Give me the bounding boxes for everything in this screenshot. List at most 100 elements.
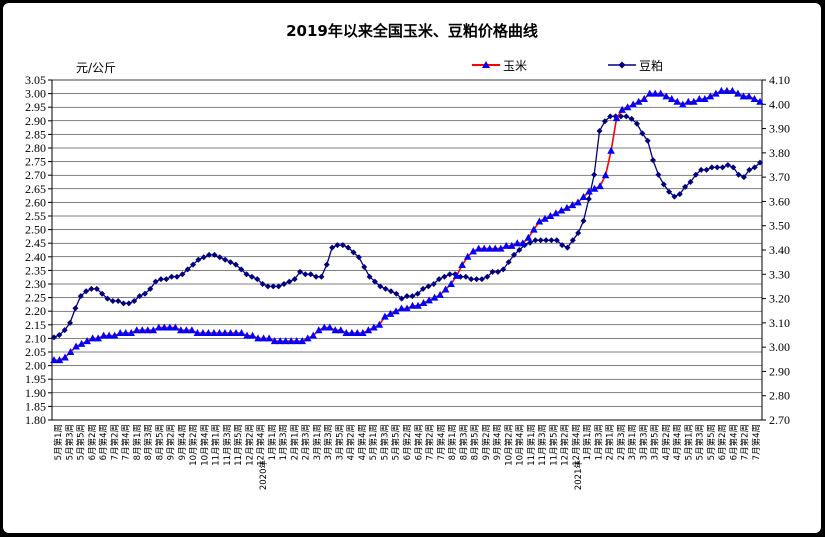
- data-point-triangle: [656, 89, 665, 97]
- data-point-diamond: [345, 244, 352, 251]
- x-tick-label: 6月第2周: [717, 424, 728, 460]
- x-tick-label: 7月第4周: [436, 424, 447, 460]
- data-point-diamond: [190, 261, 197, 268]
- x-tick-label: 6月第2周: [402, 424, 413, 460]
- x-tick-label: 12月第4周: [571, 424, 582, 466]
- legend-marker-corn: [482, 61, 490, 68]
- x-axis-ticks: 5月第1周 5月第3周 5月第5周 6月第2周 6月第4周 7月第2周 7月第4周 8月第1周…: [53, 424, 762, 490]
- data-point-diamond: [537, 237, 544, 244]
- data-point-diamond: [585, 196, 592, 202]
- data-point-diamond: [698, 166, 705, 173]
- data-point-diamond: [387, 288, 394, 295]
- chart-title: 2019年以来全国玉米、豆粕价格曲线: [286, 22, 538, 40]
- data-point-diamond: [200, 254, 207, 261]
- x-tick-label: 3月第1周: [312, 424, 323, 460]
- data-point-triangle: [463, 252, 472, 260]
- data-point-triangle: [673, 97, 682, 105]
- data-point-triangle: [105, 331, 113, 339]
- x-tick-label: 5月第1周: [53, 424, 64, 460]
- y-left-tick-label: 2.60: [25, 195, 46, 209]
- data-point-diamond: [559, 242, 566, 249]
- data-point-diamond: [484, 273, 491, 280]
- data-point-triangle: [94, 334, 102, 342]
- data-point-diamond: [238, 266, 245, 273]
- x-year-label: 2020年: [258, 460, 269, 491]
- data-point-triangle: [756, 97, 764, 105]
- data-point-triangle: [723, 86, 731, 94]
- data-point-triangle: [640, 95, 648, 103]
- data-point-triangle: [485, 244, 494, 252]
- data-point-diamond: [307, 271, 314, 278]
- data-point-triangle: [601, 171, 610, 179]
- data-point-diamond: [216, 254, 223, 261]
- y-left-tick-label: 1.90: [25, 386, 46, 400]
- x-tick-label: 11月第5周: [548, 424, 559, 466]
- data-point-triangle: [386, 309, 395, 317]
- data-point-diamond: [548, 237, 555, 244]
- data-point-diamond: [655, 171, 662, 178]
- data-point-triangle: [397, 304, 406, 312]
- data-point-triangle: [303, 334, 312, 342]
- y-right-tick-label: 3.40: [769, 243, 790, 257]
- y-right-tick-label: 3.00: [769, 340, 790, 354]
- x-year-label: 2021年: [573, 460, 584, 491]
- data-point-diamond: [494, 268, 501, 275]
- y-left-tick-label: 2.50: [25, 223, 46, 237]
- y-right-tick-label: 3.70: [769, 170, 790, 184]
- x-tick-label: 3月第1周: [627, 424, 638, 460]
- data-point-triangle: [618, 105, 626, 113]
- x-tick-label: 6月第4周: [728, 424, 739, 460]
- series-line: [54, 90, 761, 362]
- data-point-diamond: [264, 283, 271, 290]
- data-point-triangle: [480, 244, 489, 252]
- data-point-diamond: [120, 300, 127, 307]
- data-point-diamond: [361, 264, 368, 270]
- data-point-triangle: [72, 342, 80, 350]
- data-point-triangle: [574, 198, 582, 206]
- data-point-diamond: [195, 256, 202, 263]
- data-point-triangle: [204, 328, 213, 336]
- data-point-diamond: [751, 164, 758, 171]
- data-point-diamond: [275, 283, 282, 290]
- data-point-diamond: [580, 217, 587, 224]
- x-tick-label: 5月第5周: [391, 424, 402, 460]
- data-point-triangle: [154, 323, 163, 331]
- data-point-diamond: [666, 188, 673, 195]
- data-point-triangle: [452, 271, 461, 279]
- data-point-diamond: [420, 285, 427, 292]
- data-point-diamond: [174, 273, 181, 280]
- data-point-diamond: [564, 244, 571, 251]
- series-0: [50, 86, 764, 364]
- data-point-diamond: [67, 319, 74, 326]
- y-left-tick-label: 2.25: [25, 291, 46, 305]
- grid: [52, 79, 762, 421]
- data-point-triangle: [695, 95, 704, 103]
- data-point-diamond: [318, 273, 325, 280]
- series-line: [53, 115, 761, 338]
- data-point-diamond: [430, 281, 437, 287]
- data-point-triangle: [706, 92, 715, 100]
- data-point-triangle: [221, 328, 229, 336]
- data-point-diamond: [334, 242, 341, 249]
- data-point-diamond: [730, 164, 737, 171]
- x-tick-label: 2月第1周: [605, 424, 616, 460]
- data-point-triangle: [436, 290, 444, 298]
- data-point-triangle: [590, 184, 599, 192]
- data-point-triangle: [265, 334, 273, 342]
- data-point-diamond: [248, 273, 255, 280]
- data-point-triangle: [226, 328, 235, 336]
- data-point-diamond: [136, 293, 143, 300]
- data-point-diamond: [125, 300, 132, 307]
- data-point-triangle: [182, 326, 191, 334]
- data-point-triangle: [579, 192, 588, 200]
- x-tick-label: 5月第5周: [706, 424, 717, 460]
- data-point-triangle: [381, 312, 389, 320]
- data-point-diamond: [543, 237, 550, 244]
- x-tick-label: 5月第5周: [76, 424, 87, 460]
- x-tick-label: 6月第4周: [98, 424, 109, 460]
- y-axis-right-ticks: 2.70 2.80 2.90 3.00 3.10 3.20 3.30 3.40 3.50 3.60…: [769, 73, 790, 427]
- data-point-triangle: [563, 203, 571, 211]
- x-tick-label: 8月第5周: [470, 424, 481, 460]
- data-point-triangle: [408, 301, 417, 309]
